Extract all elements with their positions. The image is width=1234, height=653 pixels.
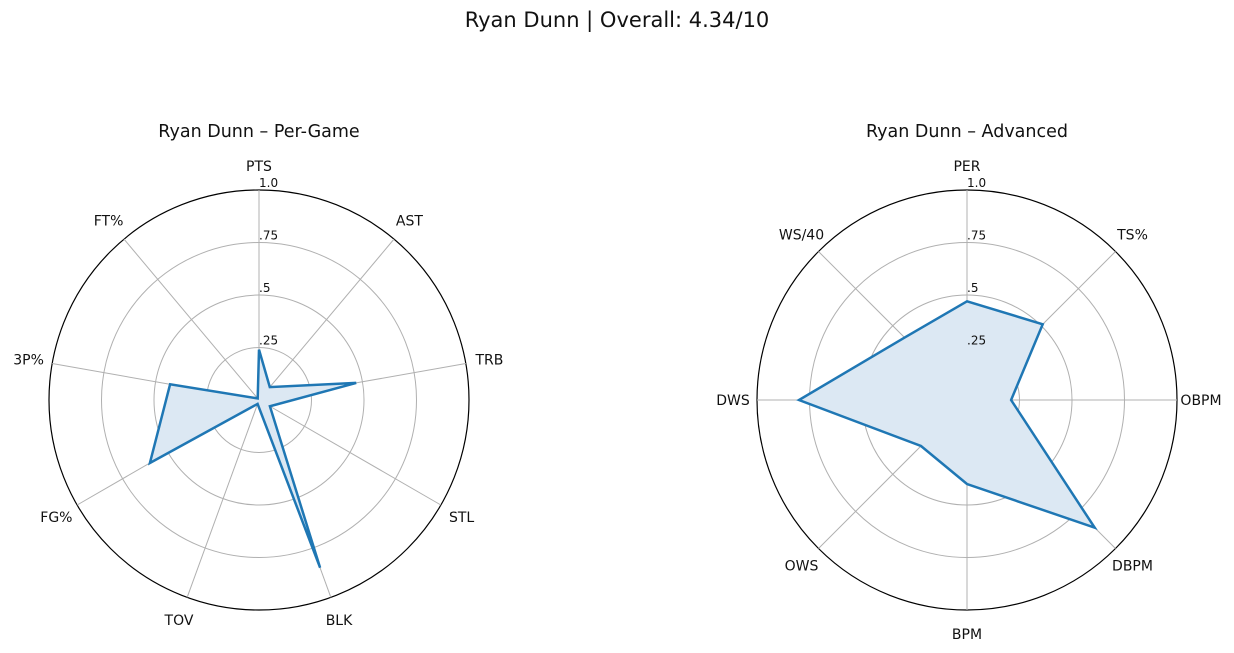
category-label: BPM xyxy=(952,627,982,643)
category-label: TOV xyxy=(164,613,194,629)
category-label: FG% xyxy=(40,510,72,526)
category-label: TS% xyxy=(1116,228,1148,244)
category-label: BLK xyxy=(326,613,353,629)
radial-tick-label: 1.0 xyxy=(967,176,986,190)
radial-tick-label: .5 xyxy=(967,281,978,295)
series-fill xyxy=(799,301,1095,528)
category-label: FT% xyxy=(94,214,124,230)
category-label: PER xyxy=(953,159,980,175)
category-label: OWS xyxy=(785,559,819,575)
series-fill xyxy=(149,349,357,568)
chart-subtitle-per-game: Ryan Dunn – Per-Game xyxy=(158,122,359,142)
spoke-line xyxy=(258,399,442,506)
category-label: TRB xyxy=(474,352,503,368)
series-line xyxy=(796,299,1098,531)
category-label: WS/40 xyxy=(779,228,824,244)
radial-tick-label: .75 xyxy=(967,229,986,243)
spoke-line xyxy=(123,238,260,401)
category-label: OBPM xyxy=(1180,393,1221,409)
radial-tick-label: .75 xyxy=(259,229,278,243)
figure-title: Ryan Dunn | Overall: 4.34/10 xyxy=(464,8,770,32)
radial-tick-label: .25 xyxy=(967,334,986,348)
radial-tick-label: 1.0 xyxy=(259,176,278,190)
category-label: DBPM xyxy=(1112,559,1153,575)
category-label: PTS xyxy=(246,159,272,175)
category-label: STL xyxy=(449,510,474,526)
chart-subtitle-advanced: Ryan Dunn – Advanced xyxy=(866,122,1068,142)
category-label: 3P% xyxy=(13,352,44,368)
series-line xyxy=(147,349,357,569)
spoke-line xyxy=(258,238,395,401)
category-label: AST xyxy=(396,214,423,230)
radial-tick-label: .25 xyxy=(259,334,278,348)
radial-tick-label: .5 xyxy=(259,281,270,295)
spoke-line xyxy=(186,399,260,598)
category-label: DWS xyxy=(716,393,750,409)
